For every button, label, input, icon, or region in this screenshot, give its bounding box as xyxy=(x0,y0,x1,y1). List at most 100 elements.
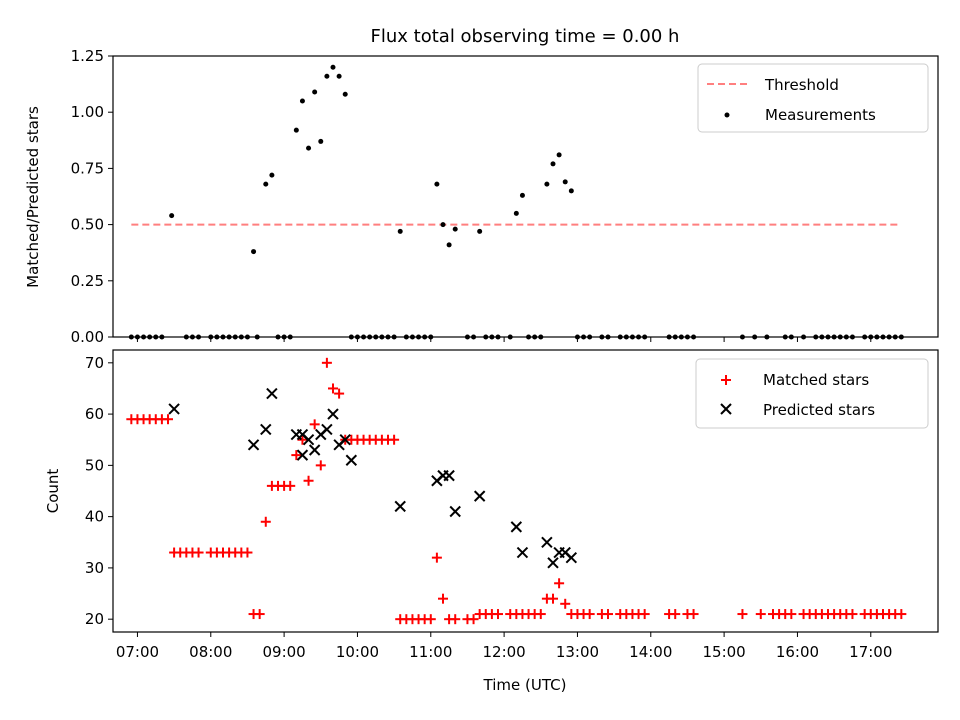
measurements-legend-swatch xyxy=(724,112,730,118)
measurement-point xyxy=(544,181,550,187)
measurement-point xyxy=(446,242,452,248)
predicted-star-point xyxy=(260,423,272,436)
predicted-star-point xyxy=(541,536,553,548)
bottom-y-tick-label: 30 xyxy=(85,559,104,577)
top-y-tick-label: 0.50 xyxy=(71,216,104,234)
measurement-point xyxy=(269,172,275,178)
count-points xyxy=(126,357,907,625)
bottom-legend: Matched stars Predicted stars xyxy=(695,358,929,429)
matched-star-point xyxy=(554,578,565,589)
predicted-star-point xyxy=(339,434,351,446)
predicted-star-point xyxy=(266,387,278,400)
top-legend: Threshold Measurements xyxy=(697,63,929,133)
measurement-point xyxy=(397,228,403,234)
matched-star-point xyxy=(389,434,400,445)
matched-star-point xyxy=(639,609,650,620)
predicted-star-point xyxy=(547,557,559,569)
matched-star-point xyxy=(786,609,797,620)
bottom-legend-box xyxy=(695,358,929,429)
matched-star-point xyxy=(334,388,345,399)
matched-legend-label: Matched stars xyxy=(763,371,869,389)
measurement-point xyxy=(568,188,574,194)
matched-star-point xyxy=(755,609,766,620)
matched-star-point xyxy=(242,547,253,558)
bottom-y-axis: 20 30 40 50 60 70 xyxy=(85,354,113,628)
x-axis-label: Time (UTC) xyxy=(483,676,567,694)
predicted-star-point xyxy=(443,469,455,482)
matched-star-point xyxy=(535,609,546,620)
matched-star-point xyxy=(584,609,595,620)
measurement-point xyxy=(293,127,299,133)
matched-star-point xyxy=(303,475,314,486)
predicted-star-point xyxy=(565,551,578,564)
matched-star-point xyxy=(670,609,681,620)
threshold-legend-label: Threshold xyxy=(764,76,839,94)
matched-star-point xyxy=(321,357,332,368)
top-y-axis-label: Matched/Predicted stars xyxy=(24,106,42,288)
x-tick-label: 08:00 xyxy=(189,643,232,661)
predicted-star-point xyxy=(394,500,406,513)
measurement-point xyxy=(550,161,556,167)
predicted-star-point xyxy=(247,439,260,451)
x-tick-label: 07:00 xyxy=(116,643,159,661)
predicted-legend-swatch xyxy=(720,403,732,415)
top-y-tick-label: 1.25 xyxy=(71,47,104,65)
matched-legend-swatch xyxy=(721,375,731,385)
x-tick-label: 09:00 xyxy=(262,643,305,661)
bottom-plot-frame xyxy=(112,349,939,633)
measurement-point xyxy=(477,228,483,234)
measurement-point xyxy=(318,138,324,144)
matched-star-point xyxy=(468,614,479,625)
matched-star-point xyxy=(896,609,907,620)
measurement-point xyxy=(562,179,568,185)
predicted-star-point xyxy=(516,546,529,559)
top-plot-frame xyxy=(112,55,939,338)
matched-star-point xyxy=(254,609,265,620)
predicted-star-point xyxy=(168,403,180,415)
measurement-point xyxy=(434,181,440,187)
matched-star-point xyxy=(493,609,503,620)
predicted-star-point xyxy=(327,408,339,420)
predicted-star-point xyxy=(308,444,321,456)
predicted-legend-label: Predicted stars xyxy=(763,401,875,419)
measurement-point xyxy=(513,210,519,216)
matched-star-point xyxy=(431,552,442,563)
top-y-axis: 0.00 0.25 0.50 0.75 1.00 1.25 xyxy=(71,47,113,346)
top-legend-box xyxy=(697,63,929,133)
bottom-y-tick-label: 50 xyxy=(85,456,104,474)
matched-star-point xyxy=(163,414,173,425)
bottom-panel: 20 30 40 50 60 70 07:00 08:00 09:00 10:00 11:00 12… xyxy=(44,349,939,694)
measurement-point xyxy=(324,73,330,79)
matched-star-point xyxy=(847,609,858,620)
matched-star-point xyxy=(425,614,436,625)
predicted-star-point xyxy=(345,454,358,466)
x-tick-label: 14:00 xyxy=(629,643,672,661)
bottom-y-tick-label: 40 xyxy=(85,508,104,526)
top-chart-title: Flux total observing time = 0.00 h xyxy=(371,26,680,47)
matched-star-point xyxy=(260,516,271,527)
bottom-y-tick-label: 20 xyxy=(85,610,104,628)
matched-star-point xyxy=(603,609,613,620)
predicted-star-point xyxy=(321,423,333,436)
matched-star-point xyxy=(297,434,308,445)
measurement-point xyxy=(336,73,342,79)
x-tick-label: 13:00 xyxy=(556,643,599,661)
matched-star-point xyxy=(548,593,558,604)
bottom-y-tick-label: 60 xyxy=(85,405,104,423)
matched-star-point xyxy=(193,547,204,558)
predicted-star-point xyxy=(296,449,309,461)
bottom-x-axis: 07:00 08:00 09:00 10:00 11:00 12:00 13:00 14:00… xyxy=(116,632,892,661)
x-tick-label: 16:00 xyxy=(776,643,819,661)
x-tick-label: 15:00 xyxy=(702,643,745,661)
matched-star-point xyxy=(285,480,296,491)
measurement-point xyxy=(452,226,458,232)
x-tick-label: 12:00 xyxy=(482,643,525,661)
measurement-point xyxy=(330,64,336,70)
bottom-y-tick-label: 70 xyxy=(85,354,104,372)
top-y-tick-label: 0.00 xyxy=(71,328,104,346)
measurement-point xyxy=(263,181,269,187)
matched-star-point xyxy=(315,460,326,471)
top-y-tick-label: 0.25 xyxy=(71,272,104,290)
predicted-star-point xyxy=(473,490,486,502)
